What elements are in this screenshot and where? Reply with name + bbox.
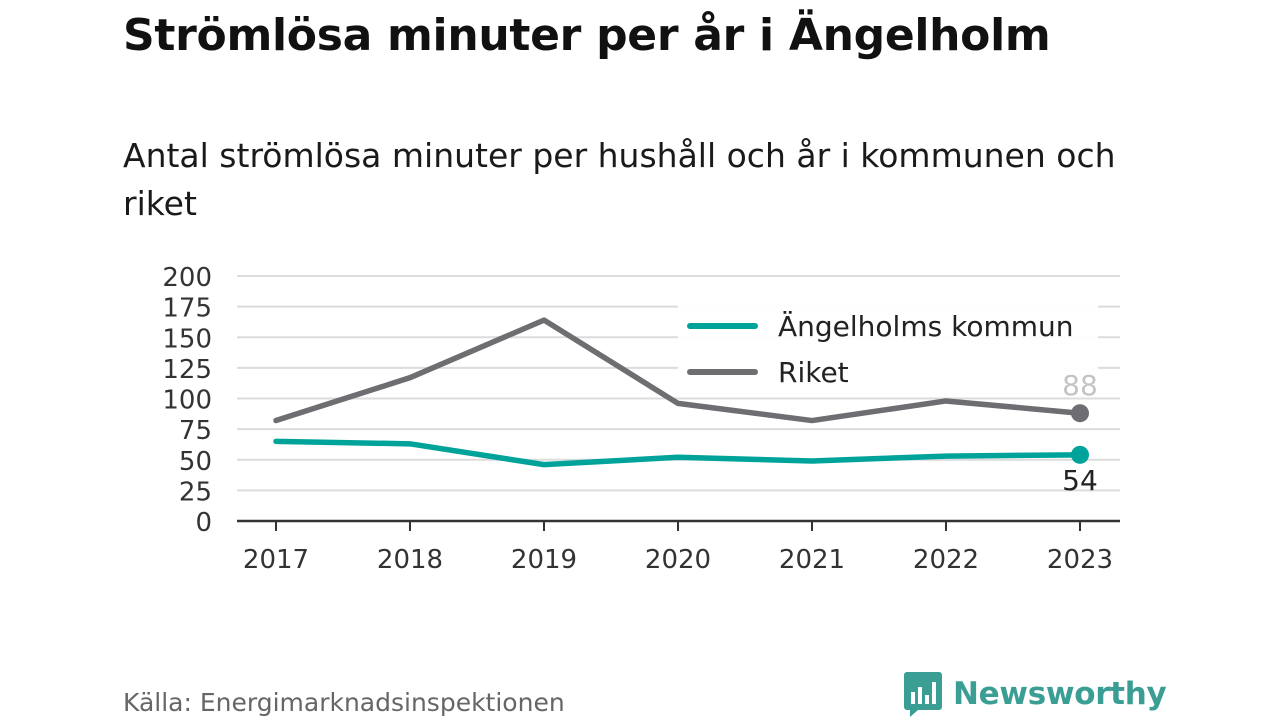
series-lines [273, 317, 1089, 468]
y-tick-label: 100 [162, 386, 212, 416]
x-tick-label: 2019 [511, 545, 577, 575]
end-label-riket: 88 [1062, 369, 1098, 402]
x-tick-label: 2020 [645, 545, 711, 575]
y-tick-label: 150 [162, 324, 212, 354]
series-line [273, 317, 1083, 424]
newsworthy-logo-icon [904, 672, 942, 717]
brand-name: Newsworthy [953, 676, 1167, 712]
x-tick-label: 2018 [377, 545, 443, 575]
legend: Ängelholms kommun Riket [678, 302, 1098, 396]
series-end-point [1071, 404, 1089, 423]
chart-subtitle: Antal strömlösa minuter per hushåll och … [123, 136, 1116, 223]
y-tick-label: 0 [195, 508, 212, 538]
x-axis-ticks: 2017 2018 2019 2020 2021 2022 2023 [243, 521, 1113, 575]
y-tick-label: 50 [179, 447, 212, 477]
y-tick-label: 75 [179, 416, 212, 446]
chart-title: Strömlösa minuter per år i Ängelholm [123, 10, 1051, 61]
legend-entry: Riket [778, 356, 849, 389]
y-tick-label: 25 [179, 477, 212, 507]
end-label-angelholm: 54 [1062, 464, 1098, 497]
series-end-point [1071, 445, 1089, 464]
series-line [273, 438, 1083, 468]
end-labels: 54 88 [1062, 369, 1098, 497]
y-tick-label: 175 [162, 294, 212, 324]
x-tick-label: 2017 [243, 545, 309, 575]
source-note: Källa: Energimarknadsinspektionen [123, 688, 565, 717]
x-tick-label: 2022 [913, 545, 979, 575]
legend-entry: Ängelholms kommun [778, 310, 1074, 343]
x-tick-label: 2021 [779, 545, 845, 575]
y-tick-label: 200 [162, 263, 212, 293]
legend-background [678, 302, 1098, 396]
brand-logo: Newsworthy [903, 670, 1167, 718]
x-tick-label: 2023 [1047, 545, 1113, 575]
y-tick-label: 125 [162, 355, 212, 385]
